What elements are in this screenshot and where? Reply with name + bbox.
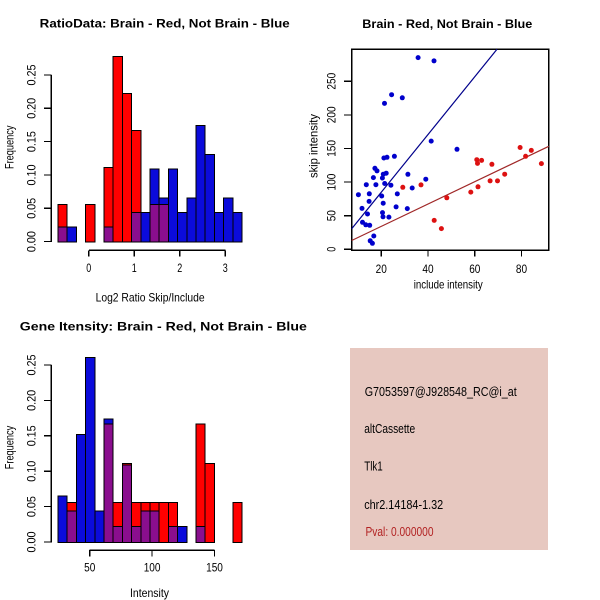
svg-text:50: 50 [84,561,95,575]
svg-text:50: 50 [325,210,339,221]
svg-text:chr2.14184-1.32: chr2.14184-1.32 [364,498,443,512]
svg-text:100: 100 [144,561,161,575]
svg-text:0.25: 0.25 [25,64,39,85]
svg-text:skip intensity: skip intensity [307,114,321,178]
svg-text:20: 20 [376,262,387,276]
svg-text:250: 250 [325,73,339,90]
svg-text:0: 0 [325,246,339,251]
svg-text:Log2 Ratio Skip/Include: Log2 Ratio Skip/Include [96,291,205,305]
svg-text:80: 80 [516,262,527,276]
svg-text:Gene Itensity: Brain - Red, No: Gene Itensity: Brain - Red, Not Brain - … [20,319,307,333]
svg-text:0.05: 0.05 [25,496,39,517]
svg-text:2: 2 [177,261,182,275]
svg-text:Frequency: Frequency [3,426,17,470]
svg-text:0: 0 [86,261,91,275]
svg-text:0.20: 0.20 [25,98,39,119]
svg-text:RatioData: Brain - Red, Not Br: RatioData: Brain - Red, Not Brain - Blue [40,16,290,30]
svg-text:200: 200 [325,106,339,123]
svg-text:0.15: 0.15 [25,425,39,446]
svg-text:0.05: 0.05 [25,198,39,219]
svg-text:0.25: 0.25 [25,354,39,375]
svg-text:0.15: 0.15 [25,131,39,152]
svg-text:0.20: 0.20 [25,390,39,411]
svg-text:include intensity: include intensity [414,278,483,292]
svg-text:40: 40 [422,262,433,276]
svg-text:Brain - Red, Not Brain - Blue: Brain - Red, Not Brain - Blue [362,17,532,31]
svg-text:150: 150 [206,561,223,575]
svg-text:Intensity: Intensity [130,586,169,600]
svg-text:Pval: 0.000000: Pval: 0.000000 [366,525,434,539]
svg-text:0.00: 0.00 [25,231,39,252]
svg-text:3: 3 [223,261,228,275]
svg-text:1: 1 [132,261,137,275]
svg-text:60: 60 [469,262,480,276]
svg-text:G7053597@J928548_RC@i_at: G7053597@J928548_RC@i_at [365,385,517,399]
svg-text:0.00: 0.00 [25,531,39,552]
svg-text:Frequency: Frequency [3,126,17,170]
svg-text:altCassette: altCassette [364,422,415,436]
svg-text:0.10: 0.10 [25,460,39,481]
svg-text:100: 100 [325,173,339,190]
svg-text:0.10: 0.10 [25,164,39,185]
svg-text:Tlk1: Tlk1 [364,460,383,474]
svg-text:150: 150 [325,140,339,157]
